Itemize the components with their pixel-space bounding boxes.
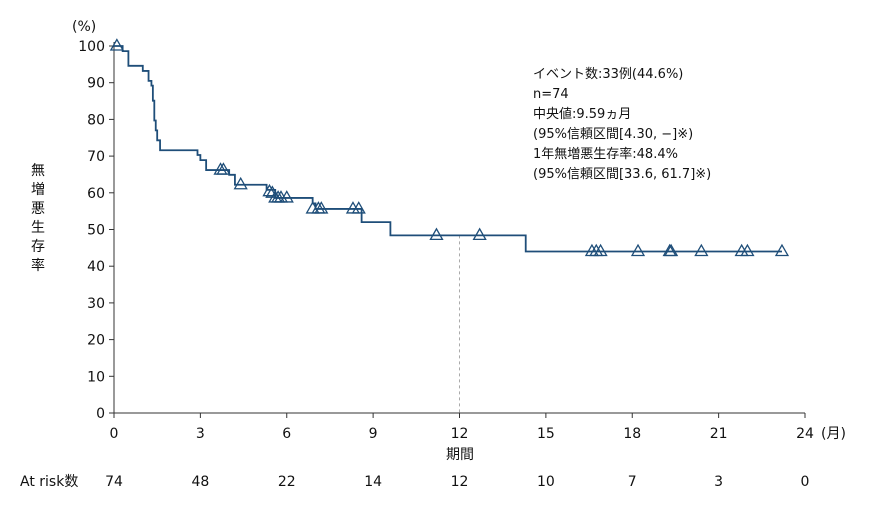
- y-tick-label: 70: [87, 149, 105, 165]
- at-risk-row: 74 48 22 14 12 10 7 3 0: [105, 474, 809, 490]
- at-risk-label: At risk数: [20, 474, 78, 490]
- x-tick-label: 15: [537, 426, 555, 442]
- at-risk-value: 22: [278, 474, 296, 490]
- x-axis-title: 期間: [446, 447, 474, 463]
- survival-curve: [114, 45, 782, 413]
- at-risk-value: 12: [451, 474, 469, 490]
- censor-mark: [630, 243, 646, 257]
- y-axis-title-char: 無: [31, 163, 45, 179]
- censor-mark: [589, 243, 604, 257]
- censor-mark: [774, 243, 790, 257]
- y-tick-label: 100: [78, 39, 105, 55]
- annotation-box: イベント数:33例(44.6%) n=74 中央値:9.59ヵ月 (95%信頼区間[4…: [533, 67, 711, 182]
- at-risk-value: 7: [628, 474, 637, 490]
- censor-marks: [109, 38, 790, 257]
- at-risk-value: 14: [364, 474, 382, 490]
- censor-mark: [233, 176, 248, 190]
- annotation-line: 1年無増悪生存率:48.4%: [533, 146, 678, 162]
- y-tick-label: 90: [87, 76, 105, 92]
- y-tick-label: 40: [87, 259, 105, 275]
- annotation-line: 中央値:9.59ヵ月: [533, 106, 631, 122]
- x-tick-label: 18: [623, 426, 641, 442]
- y-tick-label: 80: [87, 112, 105, 128]
- x-tick-label: 12: [451, 426, 469, 442]
- at-risk-value: 0: [801, 474, 810, 490]
- y-tick-label: 30: [87, 296, 105, 312]
- censor-mark: [279, 190, 294, 203]
- censor-mark: [109, 38, 124, 51]
- censor-mark: [694, 243, 709, 257]
- censor-mark: [593, 243, 608, 257]
- x-tick-label: 21: [710, 426, 728, 442]
- at-risk-value: 3: [714, 474, 723, 490]
- y-ticks: 0 10 20 30 40 50 60 70 80 90 100: [78, 39, 114, 422]
- y-axis-title-char: 悪: [31, 201, 45, 217]
- x-unit-label: (月): [821, 426, 846, 442]
- censor-mark: [262, 183, 277, 197]
- censor-mark: [740, 243, 755, 257]
- x-tick-label: 6: [282, 426, 291, 442]
- x-tick-label: 24: [796, 426, 814, 442]
- x-tick-label: 3: [196, 426, 205, 442]
- at-risk-value: 48: [191, 474, 209, 490]
- at-risk-value: 10: [537, 474, 555, 490]
- x-ticks: 0 3 6 9 12 15 18 21 24: [110, 413, 814, 442]
- y-axis-title-char: 増: [31, 182, 45, 198]
- annotation-line: (95%信頼区間[33.6, 61.7]※): [533, 167, 711, 182]
- y-tick-label: 60: [87, 186, 105, 202]
- y-axis-title-char: 存: [31, 239, 45, 255]
- x-tick-label: 0: [110, 426, 119, 442]
- censor-mark: [429, 227, 444, 241]
- y-tick-label: 10: [87, 369, 105, 385]
- y-axis-title-char: 率: [31, 257, 45, 274]
- y-tick-label: 50: [87, 223, 105, 239]
- y-tick-label: 0: [96, 406, 105, 422]
- censor-mark: [216, 162, 231, 175]
- annotation-line: イベント数:33例(44.6%): [533, 67, 683, 82]
- at-risk-value: 74: [105, 474, 123, 490]
- censor-mark: [314, 201, 329, 214]
- annotation-line: n=74: [533, 87, 569, 102]
- y-axis-title: 無増悪生存率: [31, 163, 45, 274]
- annotation-line: (95%信頼区間[4.30, −]※): [533, 127, 693, 142]
- y-unit-label: (%): [72, 19, 96, 35]
- censor-mark: [351, 201, 366, 214]
- x-tick-label: 9: [369, 426, 378, 442]
- y-axis-title-char: 生: [31, 220, 45, 236]
- censor-mark: [663, 243, 679, 257]
- censor-mark: [472, 227, 487, 241]
- y-tick-label: 20: [87, 333, 105, 349]
